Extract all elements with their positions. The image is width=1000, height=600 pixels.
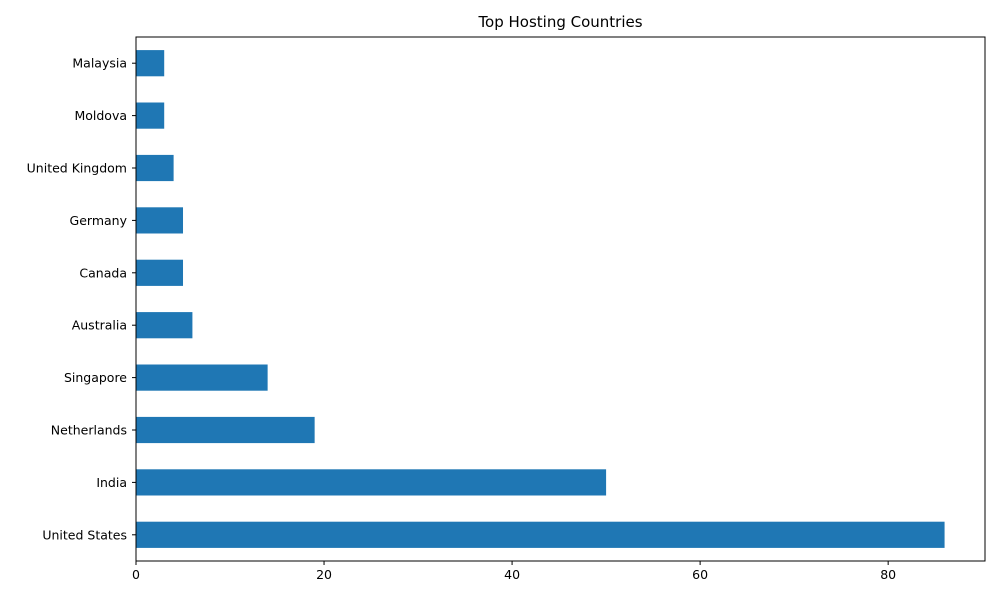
x-tick-label: 0 xyxy=(132,567,140,582)
bar-australia xyxy=(136,312,193,339)
x-axis: 0 20 40 60 80 xyxy=(132,561,896,582)
y-tick-label: Singapore xyxy=(64,370,127,385)
y-tick-label: United Kingdom xyxy=(27,161,127,176)
y-tick-label: Germany xyxy=(70,213,128,228)
bar-germany xyxy=(136,207,184,234)
y-tick-label: Canada xyxy=(79,265,127,280)
bar-singapore xyxy=(136,364,268,391)
bar-india xyxy=(136,469,607,496)
y-tick-label: United States xyxy=(42,527,127,542)
y-axis: United States India Netherlands Singapore Au… xyxy=(27,56,136,542)
x-tick-label: 80 xyxy=(880,567,896,582)
bar-malaysia xyxy=(136,50,165,77)
bar-canada xyxy=(136,259,184,286)
plot-frame xyxy=(135,36,986,562)
y-tick-label: Malaysia xyxy=(72,56,127,71)
bars-layer xyxy=(136,50,945,548)
y-tick-label: India xyxy=(96,475,127,490)
y-tick-label: Moldova xyxy=(74,108,127,123)
bar-moldova xyxy=(136,102,165,129)
x-tick-label: 20 xyxy=(316,567,332,582)
bar-united-states xyxy=(136,521,945,548)
y-tick-label: Netherlands xyxy=(51,423,127,438)
x-tick-label: 40 xyxy=(504,567,520,582)
x-tick-label: 60 xyxy=(692,567,708,582)
y-tick-label: Australia xyxy=(72,318,127,333)
bar-netherlands xyxy=(136,416,315,444)
bar-united-kingdom xyxy=(136,154,174,182)
chart-title: Top Hosting Countries xyxy=(477,13,642,31)
